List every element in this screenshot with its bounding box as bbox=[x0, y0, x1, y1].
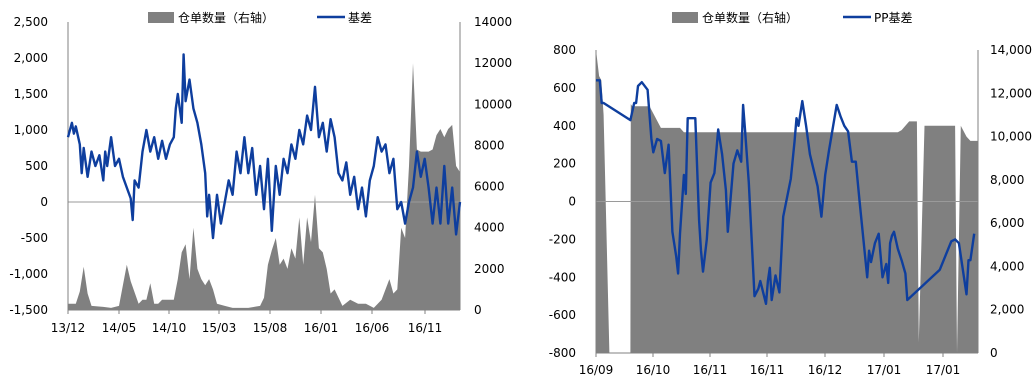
line-series-basis bbox=[66, 53, 462, 240]
y-left-tick-label: 2,000 bbox=[14, 51, 48, 65]
y-left-tick-label: 2,500 bbox=[14, 15, 48, 29]
chart-1 bbox=[66, 12, 462, 314]
x-tick-label: 14/10 bbox=[152, 321, 187, 335]
y-left-tick-label: -400 bbox=[549, 270, 576, 284]
y-right-tick-label: 14000 bbox=[474, 15, 512, 29]
x-tick-label: 16/11 bbox=[408, 321, 443, 335]
y-left-tick-label: 800 bbox=[553, 43, 576, 57]
x-tick-label: 16/11 bbox=[750, 363, 785, 377]
y-left-tick-label: -1,000 bbox=[9, 267, 48, 281]
chart-2 bbox=[595, 12, 979, 357]
y-right-tick-label: 6,000 bbox=[990, 216, 1024, 230]
y-right-tick-label: 4,000 bbox=[990, 259, 1024, 273]
x-tick-label: 16/01 bbox=[304, 321, 339, 335]
y-left-tick-label: 0 bbox=[40, 195, 48, 209]
y-left-tick-label: 1,500 bbox=[14, 87, 48, 101]
area-series-warehouse-receipts bbox=[68, 63, 460, 310]
y-left-tick-label: 0 bbox=[568, 195, 576, 209]
x-tick-label: 15/03 bbox=[202, 321, 237, 335]
y-right-tick-label: 2,000 bbox=[990, 303, 1024, 317]
y-right-tick-label: 6000 bbox=[474, 180, 505, 194]
y-left-tick-label: -500 bbox=[21, 231, 48, 245]
y-right-tick-label: 10,000 bbox=[990, 130, 1032, 144]
x-tick-label: 15/08 bbox=[253, 321, 288, 335]
legend-swatch-area bbox=[148, 12, 174, 23]
y-right-tick-label: 2000 bbox=[474, 262, 505, 276]
y-right-tick-label: 0 bbox=[474, 303, 482, 317]
y-left-tick-label: -200 bbox=[549, 232, 576, 246]
x-tick-label: 14/05 bbox=[102, 321, 137, 335]
y-right-tick-label: 12000 bbox=[474, 56, 512, 70]
y-right-tick-label: 12,000 bbox=[990, 86, 1032, 100]
x-tick-label: 16/10 bbox=[636, 363, 671, 377]
y-right-tick-label: 8000 bbox=[474, 138, 505, 152]
y-left-tick-label: -1,500 bbox=[9, 303, 48, 317]
legend-label-area: 仓单数量（右轴） bbox=[178, 10, 274, 25]
line-series-basis bbox=[596, 79, 976, 305]
legend-label-area: 仓单数量（右轴） bbox=[702, 10, 798, 25]
x-tick-label: 16/12 bbox=[808, 363, 843, 377]
y-left-tick-label: 400 bbox=[553, 119, 576, 133]
x-tick-label: 16/09 bbox=[579, 363, 614, 377]
legend-label-line: 基差 bbox=[348, 11, 372, 25]
x-tick-label: 16/06 bbox=[355, 321, 390, 335]
legend-swatch-area bbox=[672, 12, 698, 23]
x-tick-label: 13/12 bbox=[51, 321, 86, 335]
legend-label-line: PP基差 bbox=[874, 11, 912, 25]
x-tick-label: 16/11 bbox=[693, 363, 728, 377]
y-left-tick-label: 200 bbox=[553, 157, 576, 171]
y-left-tick-label: 600 bbox=[553, 81, 576, 95]
y-right-tick-label: 8,000 bbox=[990, 173, 1024, 187]
y-right-tick-label: 14,000 bbox=[990, 43, 1032, 57]
x-tick-label: 17/01 bbox=[867, 363, 902, 377]
y-right-tick-label: 4000 bbox=[474, 221, 505, 235]
x-tick-label: 17/01 bbox=[926, 363, 961, 377]
y-left-tick-label: 1,000 bbox=[14, 123, 48, 137]
y-left-tick-label: -600 bbox=[549, 308, 576, 322]
y-right-tick-label: 0 bbox=[990, 346, 998, 360]
y-right-tick-label: 10000 bbox=[474, 97, 512, 111]
y-left-tick-label: -800 bbox=[549, 346, 576, 360]
y-left-tick-label: 500 bbox=[25, 159, 48, 173]
